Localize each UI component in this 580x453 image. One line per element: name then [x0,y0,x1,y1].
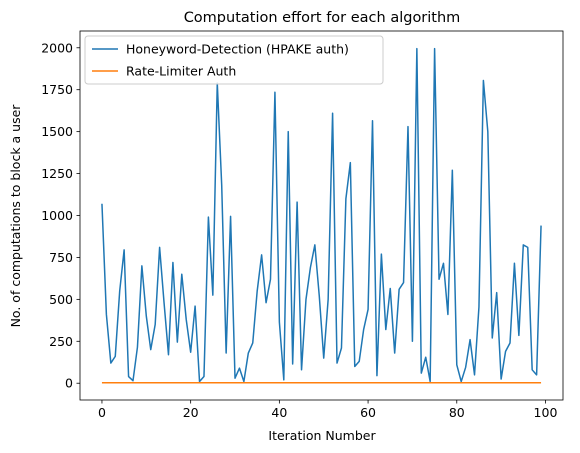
legend-frame [84,35,384,85]
legend: Honeyword-Detection (HPAKE auth) Rate-Lim… [84,35,384,85]
x-tick-label: 60 [360,405,376,420]
y-tick-label: 2000 [41,40,73,55]
plot-area [79,30,564,401]
y-tick-label: 0 [65,376,73,391]
x-axis: 0 20 40 60 80 100 [98,400,557,420]
plot-frame [79,30,564,401]
legend-label-0: Honeyword-Detection (HPAKE auth) [126,42,349,57]
chart-title: Computation effort for each algorithm [184,10,461,26]
legend-label-1: Rate-Limiter Auth [126,64,236,79]
series-line-0 [101,47,542,383]
y-tick-label: 1750 [41,82,73,97]
y-tick-label: 750 [49,250,73,265]
x-tick-label: 80 [449,405,465,420]
y-tick-label: 500 [49,292,73,307]
y-axis-label: No. of computations to block a user [8,104,23,328]
x-tick-label: 0 [98,405,106,420]
y-tick-label: 250 [49,334,73,349]
y-tick-label: 1250 [41,166,73,181]
y-axis: 0 250 500 750 1000 1250 1500 1750 2000 [41,40,80,391]
x-tick-label: 40 [271,405,287,420]
x-axis-label: Iteration Number [268,428,376,443]
x-tick-label: 100 [534,405,558,420]
y-tick-label: 1500 [41,124,73,139]
y-tick-label: 1000 [41,208,73,223]
x-tick-label: 20 [183,405,199,420]
